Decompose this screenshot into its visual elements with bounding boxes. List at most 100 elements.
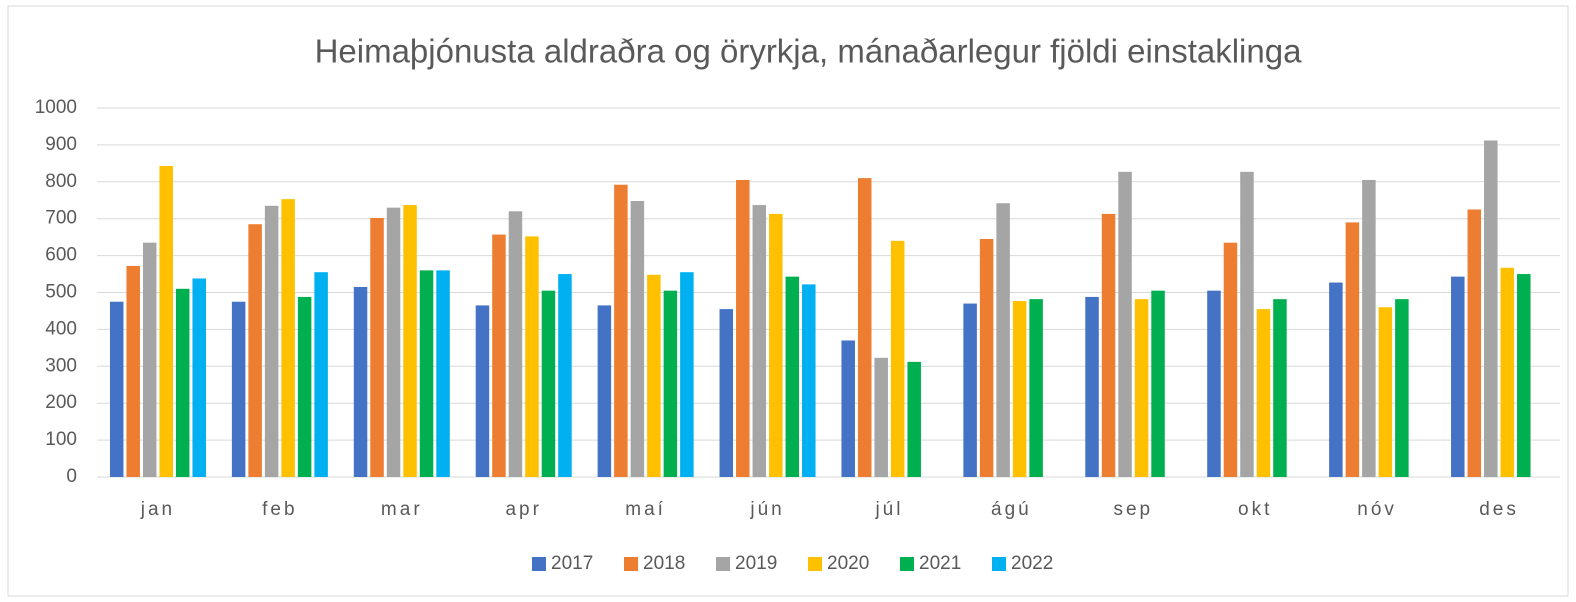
bar (541, 290, 556, 477)
legend-label: 2021 (919, 553, 961, 574)
x-tick-label: júl (874, 499, 903, 520)
bar (1101, 213, 1116, 477)
x-tick-label: nóv (1357, 499, 1397, 520)
x-tick-label: jan (140, 499, 175, 520)
y-tick-label: 800 (45, 171, 77, 192)
bar (736, 179, 750, 477)
bar (1240, 171, 1254, 477)
bar (614, 184, 628, 477)
bar (1256, 309, 1271, 477)
legend-label: 2017 (551, 553, 593, 574)
bar (597, 305, 612, 477)
bar (142, 242, 157, 477)
bar (1395, 299, 1409, 477)
bar (1345, 222, 1360, 477)
legend-swatch (624, 557, 638, 571)
legend-label: 2022 (1011, 553, 1053, 574)
legend-swatch (532, 557, 546, 571)
x-tick-label: des (1479, 499, 1519, 520)
bar (436, 270, 450, 477)
bar (386, 207, 401, 477)
bar (1151, 290, 1165, 477)
bar (1012, 300, 1027, 477)
bar (508, 211, 523, 477)
bar (1484, 140, 1498, 478)
bar (1273, 299, 1287, 477)
x-tick-label: okt (1238, 499, 1272, 520)
bar (525, 236, 539, 477)
bar (857, 178, 872, 478)
bar (1451, 276, 1465, 477)
bar (769, 213, 783, 477)
legend-swatch (808, 557, 822, 571)
bar (1500, 267, 1515, 477)
bar (314, 272, 328, 477)
bar (802, 284, 816, 477)
bar (159, 165, 173, 478)
bar (680, 272, 694, 477)
bar (1118, 171, 1132, 477)
bar (963, 303, 977, 477)
bar (192, 278, 206, 477)
y-tick-label: 400 (45, 318, 77, 339)
bar (1223, 242, 1238, 477)
bar (1378, 307, 1393, 477)
legend-label: 2020 (827, 553, 869, 574)
bar (1085, 296, 1099, 477)
legend-swatch (716, 557, 730, 571)
chart-title: Heimaþjónusta aldraðra og öryrkja, mánað… (315, 33, 1303, 70)
bar (1207, 290, 1221, 477)
bar (281, 199, 295, 477)
bar (630, 200, 645, 477)
bar (558, 274, 572, 477)
x-tick-label: jún (749, 499, 784, 520)
bar (475, 305, 490, 477)
bar (353, 286, 368, 477)
bar (785, 276, 800, 477)
bar (1134, 299, 1149, 477)
y-tick-label: 1000 (35, 97, 77, 118)
y-tick-label: 600 (45, 245, 77, 266)
x-tick-label: maí (625, 499, 666, 520)
x-tick-label: mar (381, 499, 423, 520)
x-tick-label: apr (505, 499, 541, 520)
bar (663, 290, 678, 477)
x-tick-label: sep (1113, 499, 1153, 520)
legend-label: 2018 (643, 553, 685, 574)
bar (1362, 179, 1376, 477)
legend-label: 2019 (735, 553, 777, 574)
bar (752, 205, 767, 477)
bar (874, 357, 888, 477)
bar (1467, 209, 1482, 477)
bar (248, 224, 262, 477)
bar (126, 265, 140, 477)
x-tick-label: ágú (991, 499, 1032, 520)
bar (719, 309, 734, 477)
y-tick-label: 300 (45, 355, 77, 376)
y-tick-label: 900 (45, 134, 77, 155)
bar (492, 234, 506, 477)
legend-swatch (992, 557, 1006, 571)
bar (419, 270, 434, 477)
bar (1329, 282, 1343, 477)
bar (979, 238, 994, 477)
bar (1517, 274, 1531, 477)
bar (996, 203, 1010, 477)
bar (1029, 299, 1043, 477)
y-tick-label: 200 (45, 392, 77, 413)
bar (175, 288, 190, 477)
legend-swatch (900, 557, 914, 571)
y-tick-label: 500 (45, 282, 77, 303)
x-tick-label: feb (262, 499, 297, 520)
bar (403, 205, 417, 477)
bar (109, 301, 124, 477)
bar (890, 240, 905, 477)
y-tick-label: 0 (66, 466, 77, 487)
bar (264, 205, 279, 477)
bar (841, 340, 855, 477)
bar (907, 361, 921, 477)
y-tick-label: 100 (45, 429, 77, 450)
bar (297, 296, 312, 477)
bar (231, 301, 246, 477)
